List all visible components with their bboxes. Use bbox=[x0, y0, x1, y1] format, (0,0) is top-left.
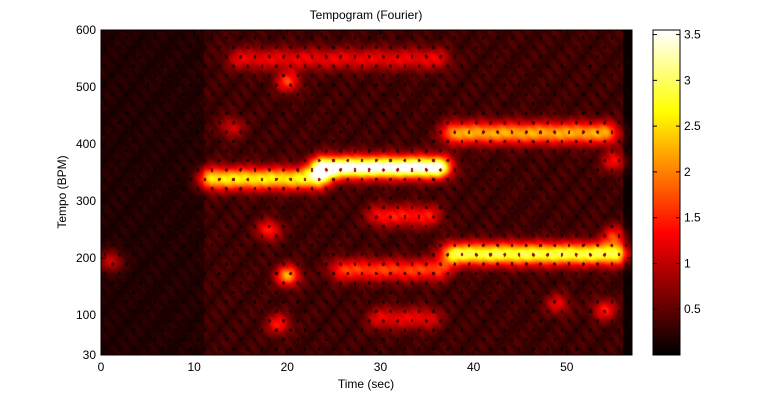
colorbar: 0.5 1 1.5 2 2.5 3 3.5 bbox=[652, 28, 701, 356]
y-tick-label: 200 bbox=[76, 251, 96, 265]
y-axis-ticks: 30 100 200 300 400 500 600 bbox=[76, 23, 632, 362]
colorbar-tick-label: 0.5 bbox=[684, 302, 701, 316]
colorbar-frame bbox=[652, 29, 681, 356]
chart-title: Tempogram (Fourier) bbox=[310, 8, 423, 22]
x-tick-label: 0 bbox=[98, 360, 105, 374]
colorbar-tick-label: 1 bbox=[684, 256, 691, 270]
x-tick-label: 10 bbox=[187, 360, 201, 374]
colorbar-tick-label: 3 bbox=[684, 73, 691, 87]
y-tick-label: 600 bbox=[76, 23, 96, 37]
y-tick-label: 300 bbox=[76, 194, 96, 208]
x-tick-label: 20 bbox=[281, 360, 295, 374]
x-tick-label: 40 bbox=[467, 360, 481, 374]
tempogram-heatmap bbox=[101, 30, 632, 355]
y-tick-label: 400 bbox=[76, 137, 96, 151]
y-tick-label: 100 bbox=[76, 308, 96, 322]
x-axis-ticks: 0 10 20 30 40 50 bbox=[98, 30, 574, 374]
x-tick-label: 50 bbox=[560, 360, 574, 374]
y-axis-label: Tempo (BPM) bbox=[55, 155, 69, 228]
plot-area bbox=[100, 29, 633, 356]
plot-frame bbox=[100, 29, 633, 356]
y-tick-label: 500 bbox=[76, 80, 96, 94]
x-axis-label: Time (sec) bbox=[338, 377, 394, 391]
y-tick-label: 30 bbox=[83, 348, 97, 362]
colorbar-ticks: 0.5 1 1.5 2 2.5 3 3.5 bbox=[653, 28, 701, 316]
colorbar-tick-label: 1.5 bbox=[684, 211, 701, 225]
colorbar-gradient bbox=[653, 30, 680, 355]
colorbar-tick-label: 2 bbox=[684, 165, 691, 179]
x-tick-label: 30 bbox=[374, 360, 388, 374]
colorbar-tick-label: 2.5 bbox=[684, 119, 701, 133]
colorbar-tick-label: 3.5 bbox=[684, 28, 701, 42]
